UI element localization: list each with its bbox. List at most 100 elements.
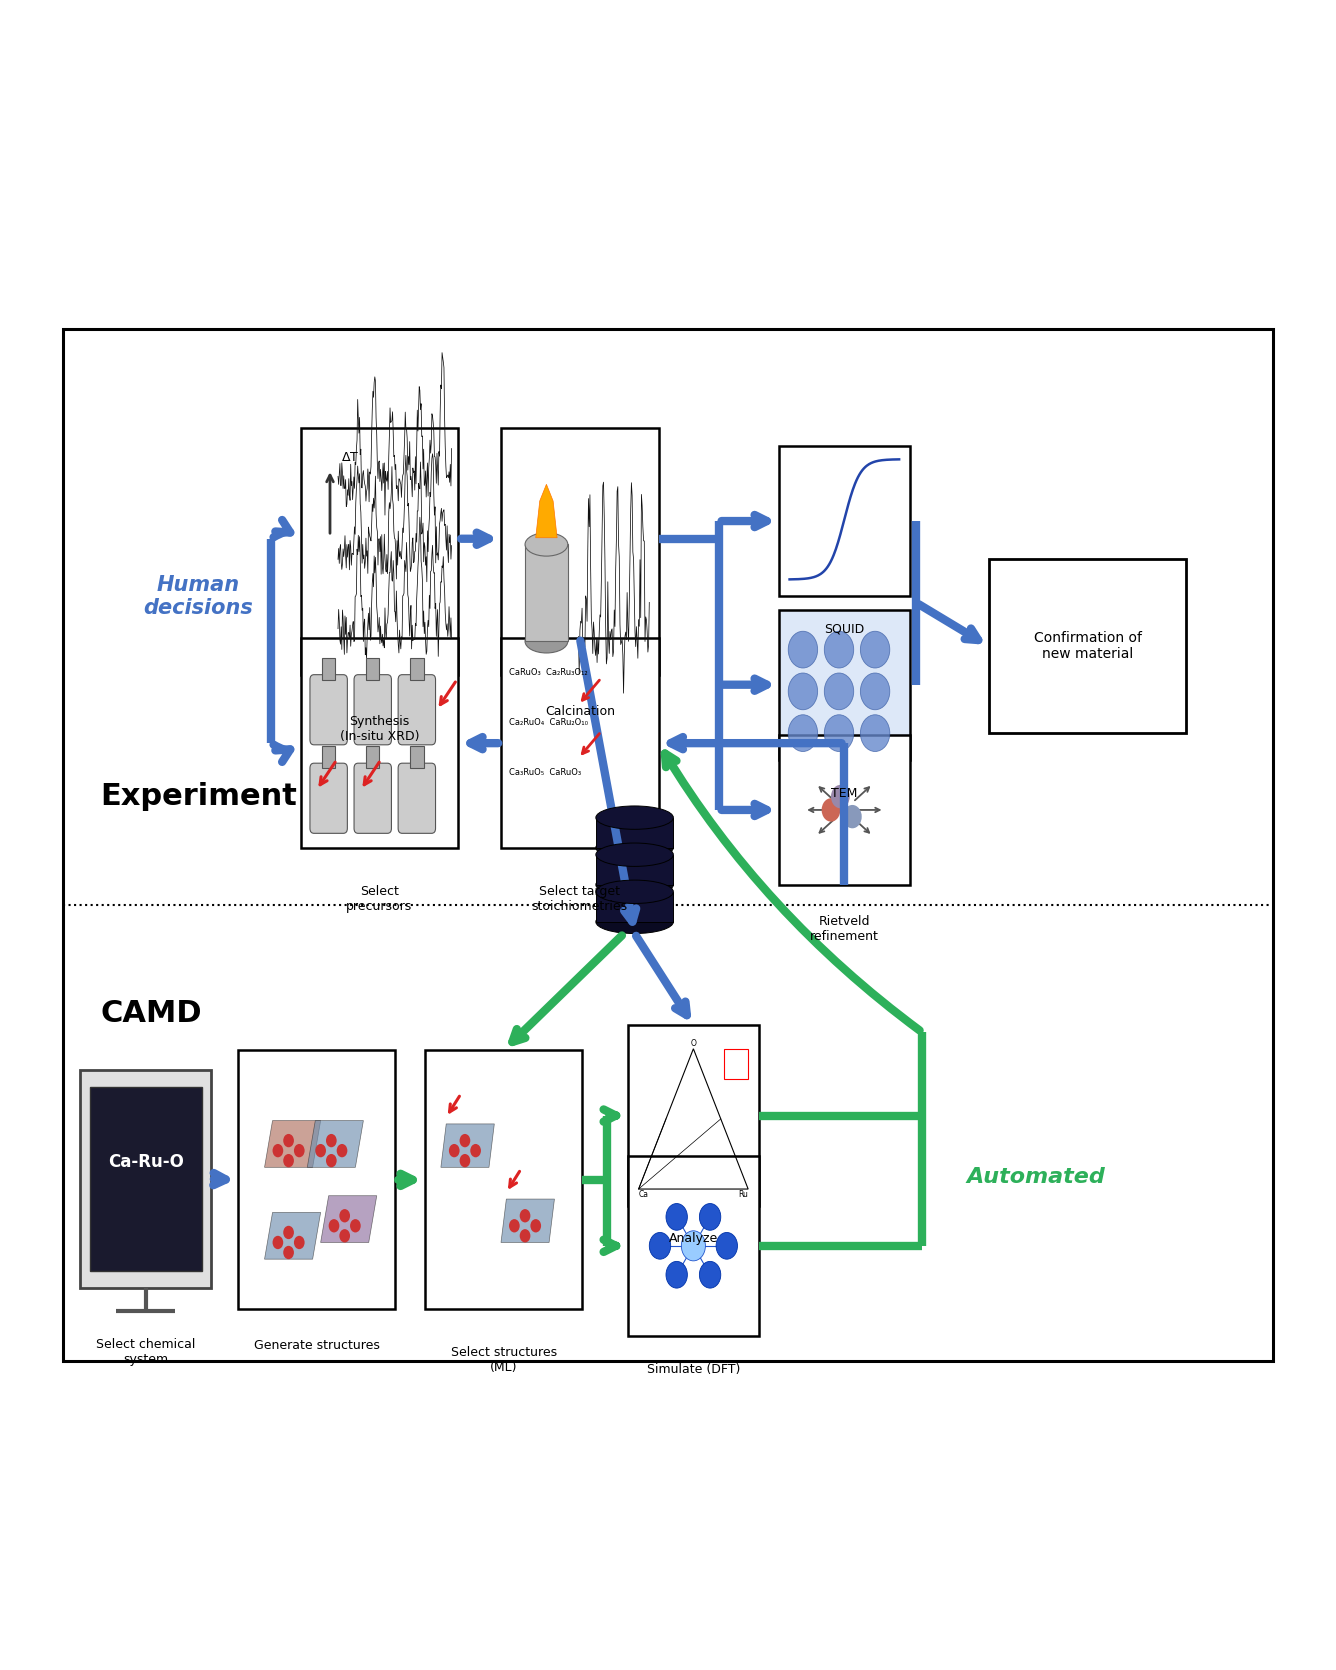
Text: Confirmation of
new material: Confirmation of new material: [1034, 631, 1141, 661]
Ellipse shape: [525, 533, 568, 556]
Text: Ca: Ca: [639, 1191, 648, 1199]
Text: Simulate (DFT): Simulate (DFT): [647, 1363, 740, 1376]
Ellipse shape: [596, 807, 673, 830]
Polygon shape: [536, 484, 557, 538]
Circle shape: [350, 1219, 361, 1232]
Circle shape: [294, 1144, 305, 1157]
Circle shape: [283, 1134, 294, 1147]
Text: Select chemical
system: Select chemical system: [96, 1338, 195, 1366]
Bar: [628, 1025, 759, 1206]
Circle shape: [470, 1144, 481, 1157]
Circle shape: [681, 1231, 705, 1261]
Text: Human
decisions: Human decisions: [143, 574, 253, 618]
Circle shape: [460, 1134, 470, 1147]
Bar: [779, 446, 910, 596]
Ellipse shape: [596, 843, 673, 867]
Circle shape: [294, 1236, 305, 1249]
Circle shape: [509, 1219, 520, 1232]
Text: Select target
stoichiometries: Select target stoichiometries: [532, 885, 628, 913]
Bar: [238, 1050, 395, 1309]
Circle shape: [788, 631, 818, 668]
Text: Select structures
(ML): Select structures (ML): [450, 1346, 557, 1374]
Polygon shape: [265, 1212, 321, 1259]
Circle shape: [530, 1219, 541, 1232]
Circle shape: [860, 673, 890, 710]
Circle shape: [822, 798, 840, 822]
FancyBboxPatch shape: [398, 763, 436, 833]
Bar: [322, 658, 335, 680]
Text: Calcination: Calcination: [545, 705, 615, 718]
Circle shape: [649, 1232, 671, 1259]
Text: Rietveld
refinement: Rietveld refinement: [810, 915, 879, 944]
Bar: [628, 1156, 759, 1336]
Circle shape: [283, 1226, 294, 1239]
Text: TEM: TEM: [831, 787, 858, 800]
Text: Ca₂RuO₄  CaRu₂O₁₀: Ca₂RuO₄ CaRu₂O₁₀: [509, 718, 588, 726]
Ellipse shape: [525, 630, 568, 653]
Bar: [596, 892, 673, 922]
Circle shape: [860, 631, 890, 668]
FancyBboxPatch shape: [398, 675, 436, 745]
Circle shape: [315, 1144, 326, 1157]
Circle shape: [339, 1209, 350, 1222]
Bar: [63, 329, 1273, 1361]
Polygon shape: [265, 1121, 321, 1167]
Bar: [501, 638, 659, 848]
Bar: [989, 559, 1186, 733]
FancyBboxPatch shape: [310, 675, 347, 745]
Bar: [596, 818, 673, 848]
Circle shape: [831, 785, 850, 808]
Circle shape: [283, 1154, 294, 1167]
FancyBboxPatch shape: [354, 763, 391, 833]
Circle shape: [824, 631, 854, 668]
Text: CAMD: CAMD: [100, 999, 202, 1029]
Bar: [425, 1050, 582, 1309]
Circle shape: [326, 1134, 337, 1147]
Circle shape: [665, 1204, 687, 1231]
Text: $\Delta$T: $\Delta$T: [341, 451, 359, 464]
Bar: [366, 658, 379, 680]
FancyBboxPatch shape: [310, 763, 347, 833]
Text: Ca₃RuO₅  CaRuO₃: Ca₃RuO₅ CaRuO₃: [509, 768, 581, 777]
Text: Generate structures: Generate structures: [254, 1339, 379, 1353]
Bar: [90, 1087, 202, 1271]
Text: Experiment: Experiment: [100, 782, 297, 812]
Circle shape: [700, 1261, 720, 1288]
Text: O: O: [691, 1039, 696, 1047]
Circle shape: [273, 1236, 283, 1249]
Circle shape: [283, 1246, 294, 1259]
Circle shape: [824, 673, 854, 710]
Circle shape: [788, 715, 818, 752]
Circle shape: [716, 1232, 737, 1259]
Bar: [596, 855, 673, 885]
Ellipse shape: [596, 880, 673, 903]
Circle shape: [520, 1229, 530, 1242]
Polygon shape: [307, 1121, 363, 1167]
Polygon shape: [321, 1196, 377, 1242]
Bar: [301, 638, 458, 848]
Circle shape: [520, 1209, 530, 1222]
Text: Synthesis
(In-situ XRD): Synthesis (In-situ XRD): [339, 715, 420, 743]
Ellipse shape: [596, 873, 673, 897]
Circle shape: [700, 1204, 720, 1231]
Bar: [366, 746, 379, 768]
Circle shape: [860, 715, 890, 752]
Circle shape: [665, 1261, 687, 1288]
Circle shape: [273, 1144, 283, 1157]
Text: Automated: Automated: [966, 1167, 1105, 1187]
Circle shape: [449, 1144, 460, 1157]
Bar: [501, 428, 659, 675]
Bar: [525, 544, 568, 641]
Ellipse shape: [596, 837, 673, 860]
Text: CaRuO₃  Ca₂Ru₃O₁₂: CaRuO₃ Ca₂Ru₃O₁₂: [509, 668, 588, 676]
Text: SQUID: SQUID: [824, 623, 864, 636]
Text: Select
precursors: Select precursors: [346, 885, 413, 913]
Circle shape: [843, 805, 862, 828]
Circle shape: [339, 1229, 350, 1242]
Circle shape: [326, 1154, 337, 1167]
Text: Analyze: Analyze: [669, 1232, 717, 1246]
FancyBboxPatch shape: [354, 675, 391, 745]
Bar: [410, 746, 424, 768]
Circle shape: [337, 1144, 347, 1157]
Ellipse shape: [596, 910, 673, 934]
